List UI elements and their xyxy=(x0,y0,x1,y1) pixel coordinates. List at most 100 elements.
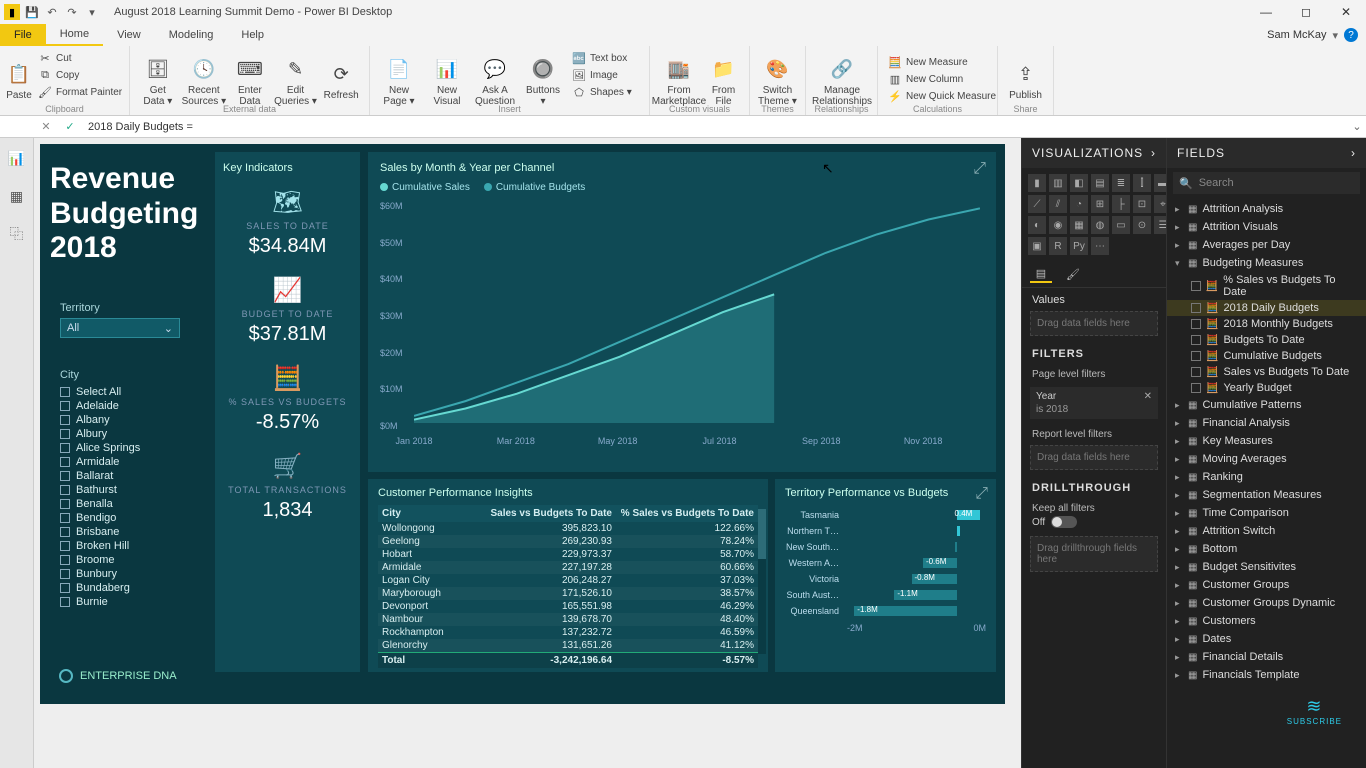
qat-dropdown-icon[interactable]: ▾ xyxy=(84,4,100,20)
bar-expand-icon[interactable]: ⤢ xyxy=(975,485,988,503)
account-label[interactable]: Sam McKay ▾? xyxy=(1267,28,1366,42)
new-quick-measure-button[interactable]: ⚡New Quick Measure xyxy=(884,88,1000,104)
col-city[interactable]: City xyxy=(382,508,472,519)
data-view-icon[interactable]: ▦ xyxy=(7,186,27,206)
remove-filter-icon[interactable]: ✕ xyxy=(1144,391,1152,402)
city-item[interactable]: Albury xyxy=(60,427,210,441)
viz-type-icon[interactable]: ⋯ xyxy=(1091,237,1109,255)
field-measure[interactable]: 🧮2018 Monthly Budgets xyxy=(1167,316,1366,332)
field-measure[interactable]: 🧮Budgets To Date xyxy=(1167,332,1366,348)
drillthrough-dropzone[interactable]: Drag drillthrough fields here xyxy=(1030,536,1158,572)
formula-expand-button[interactable]: ⌄ xyxy=(1348,120,1366,133)
field-table[interactable]: ▸▦Budget Sensitivites xyxy=(1167,558,1366,576)
viz-type-icon[interactable]: ▭ xyxy=(1112,216,1130,234)
tab-file[interactable]: File xyxy=(0,24,46,46)
field-measure[interactable]: 🧮Sales vs Budgets To Date xyxy=(1167,364,1366,380)
table-row[interactable]: Geelong269,230.9378.24% xyxy=(378,535,758,548)
field-table[interactable]: ▸▦Ranking xyxy=(1167,468,1366,486)
field-table[interactable]: ▸▦Segmentation Measures xyxy=(1167,486,1366,504)
page-filter-year[interactable]: Year is 2018 ✕ xyxy=(1030,387,1158,419)
table-row[interactable]: Devonport165,551.9846.29% xyxy=(378,600,758,613)
field-measure[interactable]: 🧮2018 Daily Budgets xyxy=(1167,300,1366,316)
field-table[interactable]: ▸▦Customer Groups xyxy=(1167,576,1366,594)
city-item[interactable]: Bathurst xyxy=(60,483,210,497)
territory-select[interactable]: All⌄ xyxy=(60,318,180,338)
field-measure[interactable]: 🧮% Sales vs Budgets To Date xyxy=(1167,272,1366,300)
viz-type-icon[interactable]: ≣ xyxy=(1112,174,1130,192)
formula-text[interactable]: 2018 Daily Budgets = xyxy=(82,121,1348,133)
city-item[interactable]: Armidale xyxy=(60,455,210,469)
city-item[interactable]: Benalla xyxy=(60,497,210,511)
table-row[interactable]: Armidale227,197.2860.66% xyxy=(378,561,758,574)
format-tab-icon[interactable]: 🖌 xyxy=(1062,265,1084,283)
table-row[interactable]: Maryborough171,526.1038.57% xyxy=(378,587,758,600)
city-item[interactable]: Brisbane xyxy=(60,525,210,539)
copy-button[interactable]: ⧉Copy xyxy=(34,67,126,83)
city-item[interactable]: Select All xyxy=(60,385,210,399)
table-row[interactable]: Rockhampton137,232.7246.59% xyxy=(378,626,758,639)
viz-type-icon[interactable]: ⊞ xyxy=(1091,195,1109,213)
tab-home[interactable]: Home xyxy=(46,24,103,46)
formula-cancel-button[interactable]: ✕ xyxy=(34,120,58,133)
city-item[interactable]: Broome xyxy=(60,553,210,567)
city-item[interactable]: Albany xyxy=(60,413,210,427)
field-measure[interactable]: 🧮Yearly Budget xyxy=(1167,380,1366,396)
image-button[interactable]: 🖼Image xyxy=(568,67,636,83)
viz-type-icon[interactable]: ├ xyxy=(1112,195,1130,213)
field-table[interactable]: ▸▦Cumulative Patterns xyxy=(1167,396,1366,414)
viz-type-icon[interactable]: ▥ xyxy=(1049,174,1067,192)
new-measure-button[interactable]: 🧮New Measure xyxy=(884,54,1000,70)
viz-type-icon[interactable]: ▣ xyxy=(1028,237,1046,255)
viz-type-icon[interactable]: ▦ xyxy=(1070,216,1088,234)
report-filters-dropzone[interactable]: Drag data fields here xyxy=(1030,445,1158,470)
city-item[interactable]: Bunbury xyxy=(60,567,210,581)
viz-type-icon[interactable]: ◔ xyxy=(1070,195,1088,213)
viz-type-icon[interactable]: ▤ xyxy=(1091,174,1109,192)
field-table[interactable]: ▸▦Customer Groups Dynamic xyxy=(1167,594,1366,612)
field-table[interactable]: ▸▦Moving Averages xyxy=(1167,450,1366,468)
viz-type-icon[interactable]: ◐ xyxy=(1028,216,1046,234)
field-table[interactable]: ▸▦Customers xyxy=(1167,612,1366,630)
undo-icon[interactable]: ↶ xyxy=(44,4,60,20)
viz-type-icon[interactable]: ⫽ xyxy=(1049,195,1067,213)
keep-all-filters-toggle[interactable]: Off xyxy=(1022,514,1166,534)
chart-expand-icon[interactable]: ⤢ xyxy=(973,160,986,178)
save-icon[interactable]: 💾 xyxy=(24,4,40,20)
viz-pane-header[interactable]: VISUALIZATIONS› xyxy=(1022,138,1166,168)
fields-pane-header[interactable]: FIELDS› xyxy=(1167,138,1366,168)
table-row[interactable]: Logan City206,248.2737.03% xyxy=(378,574,758,587)
field-table[interactable]: ▸▦Bottom xyxy=(1167,540,1366,558)
city-item[interactable]: Adelaide xyxy=(60,399,210,413)
textbox-button[interactable]: 🔤Text box xyxy=(568,50,636,66)
field-measure[interactable]: 🧮Cumulative Budgets xyxy=(1167,348,1366,364)
redo-icon[interactable]: ↷ xyxy=(64,4,80,20)
fields-tab-icon[interactable]: ▤ xyxy=(1030,265,1052,283)
city-item[interactable]: Ballarat xyxy=(60,469,210,483)
field-table[interactable]: ▸▦Attrition Switch xyxy=(1167,522,1366,540)
tab-modeling[interactable]: Modeling xyxy=(155,24,228,46)
report-view-icon[interactable]: 📊 xyxy=(7,148,27,168)
city-item[interactable]: Burnie xyxy=(60,595,210,609)
close-button[interactable]: ✕ xyxy=(1326,0,1366,24)
table-row[interactable]: Wollongong395,823.10122.66% xyxy=(378,522,758,535)
values-dropzone[interactable]: Drag data fields here xyxy=(1030,311,1158,336)
field-table[interactable]: ▸▦Financial Details xyxy=(1167,648,1366,666)
field-table[interactable]: ▸▦Attrition Analysis xyxy=(1167,200,1366,218)
minimize-button[interactable]: — xyxy=(1246,0,1286,24)
viz-type-icon[interactable]: ⫿ xyxy=(1133,174,1151,192)
table-row[interactable]: Nambour139,678.7048.40% xyxy=(378,613,758,626)
viz-type-icon[interactable]: R xyxy=(1049,237,1067,255)
viz-type-icon[interactable]: ▮ xyxy=(1028,174,1046,192)
table-scrollbar[interactable] xyxy=(758,509,766,654)
viz-type-icon[interactable]: ◉ xyxy=(1049,216,1067,234)
field-table[interactable]: ▸▦Financial Analysis xyxy=(1167,414,1366,432)
field-table[interactable]: ▸▦Financials Template xyxy=(1167,666,1366,684)
field-table[interactable]: ▾▦Budgeting Measures xyxy=(1167,254,1366,272)
tab-help[interactable]: Help xyxy=(227,24,278,46)
city-item[interactable]: Bundaberg xyxy=(60,581,210,595)
city-item[interactable]: Bendigo xyxy=(60,511,210,525)
viz-type-icon[interactable]: ⊡ xyxy=(1133,195,1151,213)
field-table[interactable]: ▸▦Dates xyxy=(1167,630,1366,648)
viz-type-icon[interactable]: ⟋ xyxy=(1028,195,1046,213)
field-table[interactable]: ▸▦Key Measures xyxy=(1167,432,1366,450)
